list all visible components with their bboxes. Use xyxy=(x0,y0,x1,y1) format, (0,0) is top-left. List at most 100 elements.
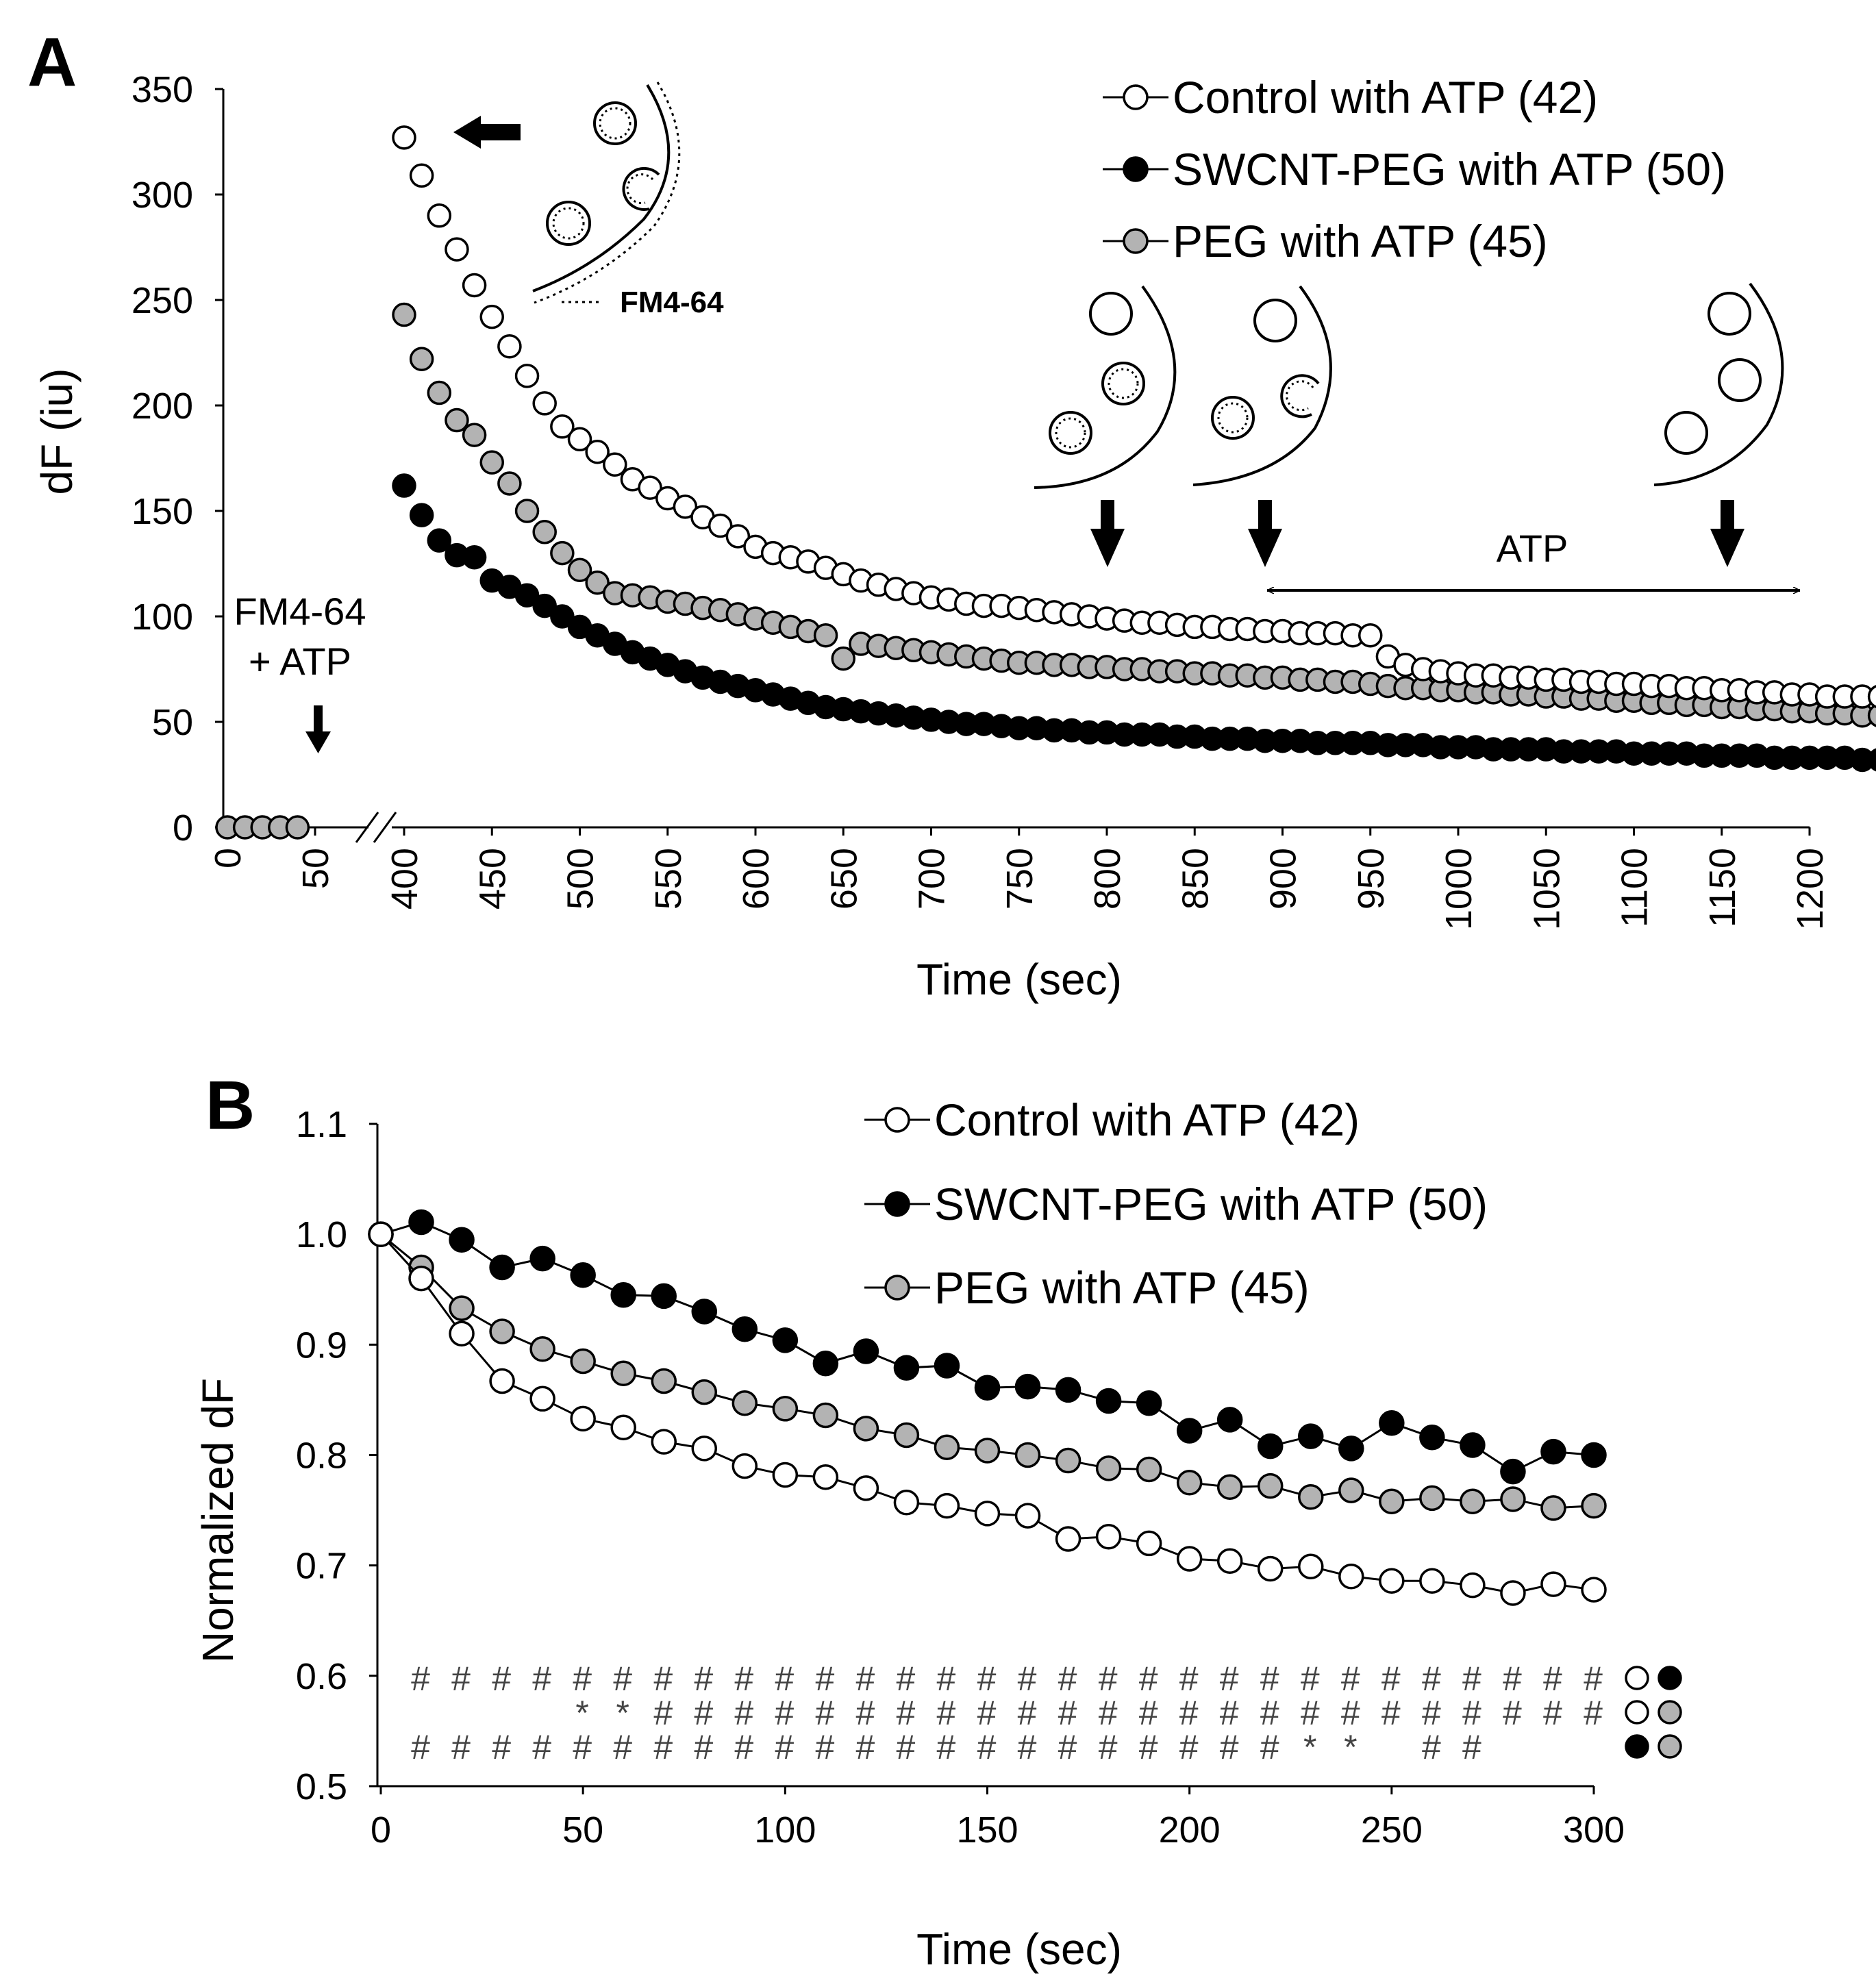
data-point-open xyxy=(449,1320,475,1346)
data-point-open xyxy=(550,414,575,439)
x-tick-label: 500 xyxy=(560,848,601,910)
x-tick-label: 250 xyxy=(1361,1809,1423,1851)
significance-hash: # xyxy=(411,1659,430,1698)
data-point-open xyxy=(853,1475,879,1501)
data-point-gray xyxy=(585,570,610,595)
data-point-open xyxy=(651,1429,677,1455)
significance-hash: # xyxy=(1260,1728,1279,1766)
panel-a-y-axis-label: dF (iu) xyxy=(32,368,82,495)
legend-item-swcnt-peg: SWCNT-PEG with ATP (50) xyxy=(864,1179,1488,1229)
data-point-gray xyxy=(489,1318,515,1344)
significance-hash: # xyxy=(694,1728,713,1766)
significance-hash: # xyxy=(1584,1694,1603,1732)
data-point-gray xyxy=(1216,1474,1243,1500)
data-point-filled xyxy=(934,1353,960,1379)
significance-hash: # xyxy=(897,1728,916,1766)
data-point-open xyxy=(570,1405,596,1432)
data-point-gray xyxy=(1257,1473,1284,1499)
data-point-gray xyxy=(1095,1455,1122,1481)
x-tick-label: 950 xyxy=(1351,848,1392,910)
data-point-filled xyxy=(1014,1373,1041,1400)
significance-hash: # xyxy=(1462,1694,1481,1732)
x-tick-label: 700 xyxy=(912,848,953,910)
data-point-open xyxy=(497,334,522,359)
significance-hash: # xyxy=(734,1694,753,1732)
significance-hash: # xyxy=(1058,1659,1077,1698)
data-point-open xyxy=(893,1490,920,1516)
data-point-open xyxy=(1014,1503,1041,1529)
significance-hash: # xyxy=(653,1728,673,1766)
data-point-gray xyxy=(772,1396,799,1422)
series-open xyxy=(368,1221,1607,1606)
significance-hash: # xyxy=(1341,1659,1360,1698)
data-point-filled xyxy=(1338,1436,1364,1462)
legend-label: PEG with ATP (45) xyxy=(934,1262,1310,1313)
significance-hash: # xyxy=(492,1659,511,1698)
data-point-gray xyxy=(550,540,575,566)
y-tick-label: 250 xyxy=(132,280,193,321)
panel-b-legend: Control with ATP (42) SWCNT-PEG with ATP… xyxy=(864,1094,1488,1313)
x-tick-label: 150 xyxy=(956,1809,1018,1851)
data-point-open xyxy=(603,452,627,477)
x-tick-label: 1100 xyxy=(1614,848,1655,927)
panel-b-y-axis-label: Normalized dF xyxy=(193,1378,242,1663)
legend-item-peg: PEG with ATP (45) xyxy=(1103,216,1548,266)
data-point-gray xyxy=(570,1348,596,1375)
significance-hash: # xyxy=(1220,1728,1239,1766)
data-point-gray xyxy=(974,1438,1001,1464)
y-tick-label: 200 xyxy=(132,386,193,427)
significance-hash: # xyxy=(694,1694,713,1732)
data-point-open xyxy=(610,1414,636,1440)
significance-hash: # xyxy=(1260,1659,1279,1698)
significance-hash: # xyxy=(855,1659,875,1698)
legend-item-control: Control with ATP (42) xyxy=(864,1094,1360,1145)
data-point-gray xyxy=(532,520,557,544)
axis-break-mark xyxy=(355,812,379,843)
x-tick-label: 400 xyxy=(384,848,425,910)
significance-hash: # xyxy=(1018,1728,1037,1766)
data-point-filled xyxy=(408,1209,434,1236)
data-point-open xyxy=(1257,1555,1284,1582)
data-point-filled xyxy=(1500,1458,1526,1485)
atp-range-label: ATP xyxy=(1497,527,1568,570)
significance-hash: # xyxy=(1301,1659,1320,1698)
significance-hash: # xyxy=(775,1728,794,1766)
legend-open-marker xyxy=(1123,84,1149,110)
data-point-filled xyxy=(691,1299,718,1325)
data-point-gray xyxy=(1176,1470,1203,1496)
significance-hash: # xyxy=(1381,1694,1401,1732)
significance-hash: # xyxy=(573,1728,592,1766)
x-tick-label: 50 xyxy=(295,848,336,889)
data-point-filled xyxy=(1257,1433,1284,1459)
significance-hash: # xyxy=(613,1728,632,1766)
significance-hash: # xyxy=(977,1694,997,1732)
axis-break-mark xyxy=(373,812,397,843)
down-arrow-icon xyxy=(305,705,331,753)
fm4-64-annotation-line2: + ATP xyxy=(249,640,351,683)
data-point-open xyxy=(1540,1571,1566,1597)
data-point-open xyxy=(708,513,733,538)
significance-hash: # xyxy=(775,1694,794,1732)
data-point-filled xyxy=(812,1350,839,1377)
x-tick-label: 850 xyxy=(1175,848,1216,910)
data-point-gray xyxy=(409,347,434,371)
data-point-open xyxy=(408,1265,434,1292)
significance-hash: # xyxy=(977,1659,997,1698)
panel-a-x-axis-label: Time (sec) xyxy=(916,955,1122,1004)
x-tick-label: 200 xyxy=(1159,1809,1221,1851)
down-arrow-icon xyxy=(1090,500,1125,567)
panel-b-y-ticks: 0.5 0.6 0.7 0.8 0.9 1.0 1.1 xyxy=(296,1104,377,1807)
series-filled xyxy=(368,1209,1607,1485)
data-point-gray xyxy=(1298,1483,1324,1510)
significance-hash: # xyxy=(1422,1694,1441,1732)
data-point-open xyxy=(445,237,469,262)
significance-hash: # xyxy=(653,1659,673,1698)
data-point-gray xyxy=(893,1422,920,1449)
significance-hash: # xyxy=(937,1659,956,1698)
significance-hash: # xyxy=(1584,1659,1603,1698)
data-point-open xyxy=(514,364,540,388)
vesicle-schematic-unloaded-icon xyxy=(1653,282,1784,486)
panel-b-label: B xyxy=(205,1067,255,1144)
data-point-gray xyxy=(1581,1492,1607,1519)
